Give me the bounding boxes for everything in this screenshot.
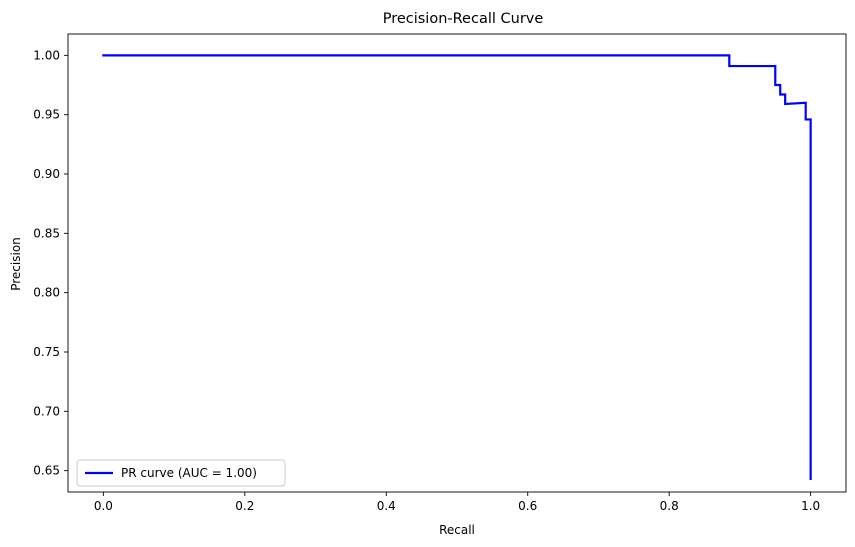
x-tick-label: 0.4 bbox=[377, 499, 396, 513]
axes-frame bbox=[67, 33, 847, 493]
plot-area: 0.0 0.2 0.4 0.6 0.8 1.0 0.65 0.70 0.75 0.80 0.85 0.… bbox=[33, 33, 847, 513]
x-tick-label: 0.0 bbox=[94, 499, 113, 513]
x-tick-label: 1.0 bbox=[801, 499, 820, 513]
y-axis-label: Precision bbox=[9, 237, 23, 291]
chart-title: Precision-Recall Curve bbox=[383, 11, 544, 27]
series-line-0 bbox=[102, 54, 812, 481]
legend-box bbox=[76, 459, 286, 487]
y-tick-label: 0.95 bbox=[33, 108, 60, 122]
y-tick-label: 0.70 bbox=[33, 404, 60, 418]
x-tick-label: 0.2 bbox=[235, 499, 254, 513]
x-axis-label: Recall bbox=[439, 523, 475, 537]
y-tick-label: 0.80 bbox=[33, 286, 60, 300]
x-tick-label: 0.8 bbox=[660, 499, 679, 513]
legend-label: PR curve (AUC = 1.00) bbox=[121, 466, 257, 480]
x-tick-label: 0.6 bbox=[518, 499, 537, 513]
y-tick-label: 1.00 bbox=[33, 48, 60, 62]
y-tick-label: 0.65 bbox=[33, 464, 60, 478]
y-tick-label: 0.75 bbox=[33, 345, 60, 359]
y-tick-label: 0.90 bbox=[33, 167, 60, 181]
y-tick-label: 0.85 bbox=[33, 226, 60, 240]
